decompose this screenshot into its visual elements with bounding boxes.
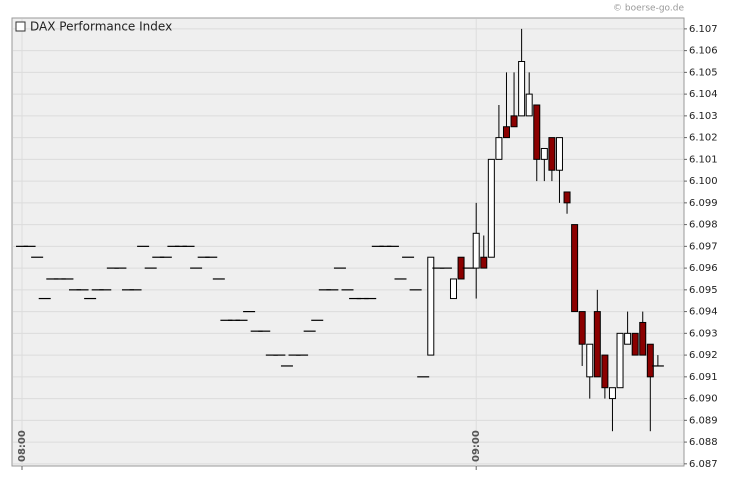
candle-body <box>427 256 435 356</box>
y-tick-label: 6.096 <box>689 263 718 274</box>
y-tick-label: 6.099 <box>689 198 718 209</box>
y-tick-label: 6.090 <box>689 394 718 405</box>
candle-body <box>472 232 480 269</box>
candle-body <box>631 332 639 356</box>
candle-body <box>639 321 647 356</box>
candle-body <box>449 278 457 300</box>
y-tick-label: 6.101 <box>689 154 718 165</box>
candle-body <box>586 343 594 378</box>
y-tick-label: 6.091 <box>689 372 718 383</box>
y-tick-label: 6.104 <box>689 89 718 100</box>
candle-body <box>510 115 518 128</box>
y-tick-label: 6.089 <box>689 415 718 426</box>
candle-body <box>601 354 609 389</box>
candle-body <box>487 158 495 258</box>
y-tick-label: 6.093 <box>689 328 718 339</box>
y-tick-label: 6.106 <box>689 46 718 57</box>
x-tick-label: 09:00 <box>471 430 482 462</box>
candle-body <box>555 137 563 171</box>
candle-body <box>495 137 503 160</box>
y-tick-label: 6.094 <box>689 307 718 318</box>
candle-body <box>608 387 616 400</box>
source: © boerse-go.de <box>613 4 684 14</box>
candle-body <box>525 93 533 117</box>
y-tick-label: 6.107 <box>689 24 718 35</box>
y-tick-label: 6.100 <box>689 176 718 187</box>
y-tick-label: 6.097 <box>689 241 718 252</box>
candle-body <box>646 343 654 378</box>
candle-body <box>578 311 586 345</box>
y-tick-label: 6.095 <box>689 285 718 296</box>
candle-body <box>502 126 510 139</box>
y-tick-label: 6.087 <box>689 459 718 470</box>
legend-label: DAX Performance Index <box>30 20 172 34</box>
y-tick-label: 6.092 <box>689 350 718 361</box>
y-tick-label: 6.105 <box>689 67 718 78</box>
y-tick-label: 6.102 <box>689 133 718 144</box>
candle-body <box>593 311 601 378</box>
legend-swatch <box>15 21 26 32</box>
x-tick-label: 08:00 <box>17 430 28 462</box>
y-tick-label: 6.088 <box>689 437 718 448</box>
candle-body <box>624 332 632 345</box>
candle-body <box>480 256 488 269</box>
candle-body <box>548 137 556 171</box>
y-tick-label: 6.103 <box>689 111 718 122</box>
candle-body <box>616 332 624 389</box>
candle-body <box>533 104 541 160</box>
candle-body <box>563 191 571 204</box>
candle-body <box>571 224 579 313</box>
y-tick-label: 6.098 <box>689 220 718 231</box>
candle-body <box>518 60 526 117</box>
candle-body <box>540 147 548 160</box>
